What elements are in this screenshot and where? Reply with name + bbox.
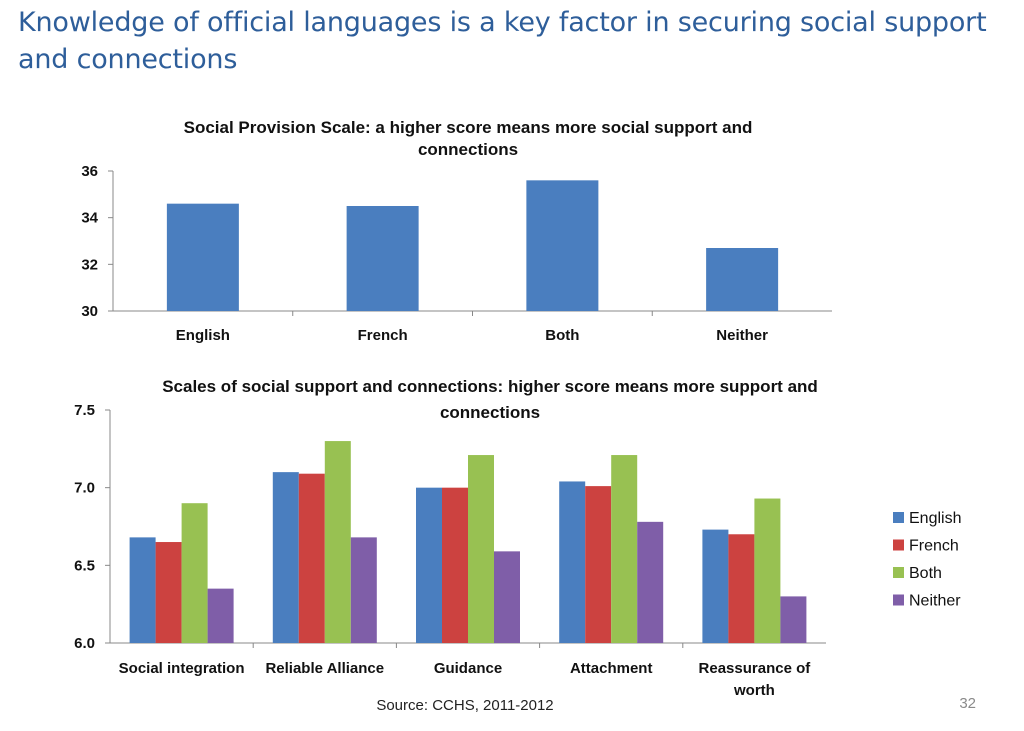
legend-swatch-both bbox=[893, 567, 904, 578]
bar-english bbox=[166, 203, 239, 311]
chart-title: Scales of social support and connections… bbox=[162, 377, 818, 396]
legend-swatch-french bbox=[893, 539, 904, 551]
legend-label: Both bbox=[909, 565, 942, 582]
x-tick-label: French bbox=[358, 327, 408, 344]
legend-label: Neither bbox=[909, 593, 961, 610]
x-tick-label: Reliable Alliance bbox=[265, 660, 384, 677]
chart-title: Social Provision Scale: a higher score m… bbox=[184, 118, 753, 137]
legend-swatch-english bbox=[893, 512, 904, 523]
bar-french-4 bbox=[728, 534, 755, 643]
y-tick-label: 30 bbox=[81, 303, 98, 320]
page-number: 32 bbox=[959, 695, 976, 712]
x-tick-label: Attachment bbox=[570, 660, 653, 677]
slide-title: Knowledge of official languages is a key… bbox=[18, 7, 987, 75]
y-tick-label: 34 bbox=[81, 210, 98, 227]
bar-french-2 bbox=[442, 487, 468, 643]
x-tick-label: worth bbox=[733, 682, 775, 699]
bar-english-1 bbox=[272, 472, 299, 643]
bar-neither-4 bbox=[780, 596, 807, 643]
x-tick-label: English bbox=[176, 327, 230, 344]
bar-french-1 bbox=[298, 473, 325, 643]
bar-both-3 bbox=[611, 455, 638, 643]
bar-english-3 bbox=[559, 481, 586, 643]
y-tick-label: 7.5 bbox=[74, 402, 95, 419]
bar-english-2 bbox=[416, 487, 442, 643]
y-tick-label: 36 bbox=[81, 163, 98, 180]
bar-neither bbox=[706, 248, 779, 311]
x-tick-label: Both bbox=[545, 327, 579, 344]
bar-french-3 bbox=[585, 486, 612, 643]
bar-neither-3 bbox=[637, 521, 664, 643]
bar-french bbox=[346, 206, 419, 311]
bar-both-4 bbox=[754, 498, 781, 643]
bar-both-0 bbox=[181, 503, 208, 643]
x-tick-label: Reassurance of bbox=[699, 660, 812, 677]
y-tick-label: 6.0 bbox=[74, 635, 95, 652]
x-tick-label: Guidance bbox=[434, 660, 502, 677]
legend-swatch-neither bbox=[893, 594, 904, 606]
bar-english-0 bbox=[129, 537, 156, 643]
bar-neither-2 bbox=[494, 551, 520, 643]
social-provision-chart: Social Provision Scale: a higher score m… bbox=[81, 118, 832, 344]
y-tick-label: 6.5 bbox=[74, 557, 95, 574]
bar-english-4 bbox=[702, 529, 729, 643]
bar-both-2 bbox=[468, 455, 494, 643]
y-tick-label: 32 bbox=[81, 256, 98, 273]
chart-title: connections bbox=[440, 403, 540, 422]
bar-neither-0 bbox=[207, 588, 234, 643]
bar-both bbox=[526, 180, 599, 311]
x-tick-label: Neither bbox=[716, 327, 768, 344]
bar-neither-1 bbox=[350, 537, 377, 643]
y-tick-label: 7.0 bbox=[74, 480, 95, 497]
legend-label: English bbox=[909, 510, 961, 527]
chart-title: connections bbox=[418, 140, 518, 159]
bar-french-0 bbox=[155, 542, 182, 643]
source-note: Source: CCHS, 2011-2012 bbox=[376, 697, 554, 714]
bar-both-1 bbox=[324, 441, 351, 643]
legend-label: French bbox=[909, 538, 959, 555]
x-tick-label: Social integration bbox=[119, 660, 245, 677]
